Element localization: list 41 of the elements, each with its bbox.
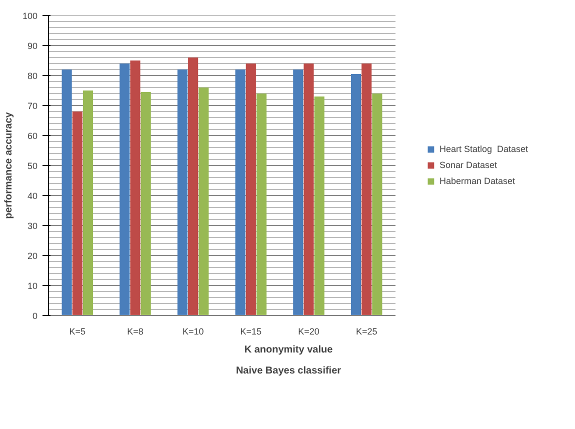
bar	[62, 70, 72, 316]
bar	[304, 64, 314, 316]
y-axis-title: performance accuracy	[3, 112, 14, 219]
legend-label: Sonar Dataset	[439, 160, 497, 170]
x-tick-label: K=25	[356, 326, 378, 336]
x-axis-title: K anonymity value	[244, 344, 334, 356]
x-tick-label: K=8	[127, 326, 144, 336]
x-tick-label: K=15	[240, 326, 262, 336]
x-tick-label: K=20	[298, 326, 320, 336]
y-tick-label: 90	[27, 41, 38, 51]
bar	[177, 70, 188, 316]
x-tick-label: K=5	[69, 326, 86, 336]
y-tick-label: 0	[32, 311, 38, 321]
bar	[120, 64, 130, 316]
bar	[82, 90, 94, 316]
legend-label: Heart Statlog Dataset	[439, 144, 528, 154]
bar	[314, 96, 324, 316]
y-tick-label: 70	[27, 101, 38, 111]
bar	[72, 112, 82, 316]
bar	[198, 88, 209, 316]
y-tick-label: 10	[27, 281, 38, 291]
legend-label: Haberman Dataset	[439, 176, 515, 186]
y-tick-label: 40	[27, 191, 38, 201]
y-tick-label: 30	[27, 221, 38, 231]
y-tick-label: 100	[22, 11, 38, 21]
text: Naive Bayes classifier	[236, 366, 342, 376]
bar	[372, 94, 382, 316]
bar	[235, 70, 246, 316]
y-tick-label: 60	[27, 131, 38, 141]
bar	[293, 70, 304, 316]
x-tick-label: K=10	[182, 326, 204, 336]
bar	[362, 64, 372, 316]
bar	[350, 74, 362, 316]
bar	[256, 94, 267, 316]
bar	[246, 64, 256, 316]
y-tick-label: 20	[27, 251, 38, 261]
bar	[130, 60, 140, 316]
bar	[140, 92, 151, 316]
bar	[188, 58, 198, 316]
y-tick-label: 80	[27, 71, 38, 81]
y-tick-label: 50	[27, 161, 38, 171]
